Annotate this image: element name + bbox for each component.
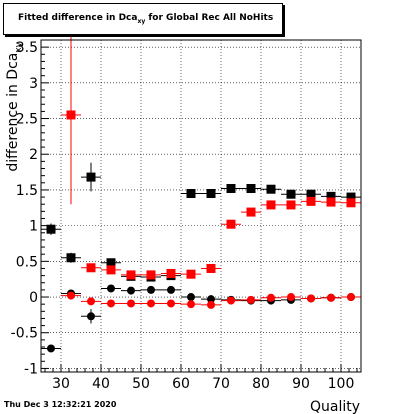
timestamp-footer: Thu Dec 3 12:32:21 2020 [4,400,117,409]
data-point-circle [87,312,95,321]
series-3 [61,291,361,309]
data-point-square [286,189,296,199]
data-point-square [66,253,76,263]
x-tick-label: 30 [52,376,70,392]
data-point-square [326,197,336,207]
y-tick-label: 1.5 [16,183,38,199]
x-tick-label: 80 [252,376,270,392]
data-point-circle [287,293,295,302]
chart-title: Fitted difference in Dcaxy for Global Re… [4,13,273,25]
plot-frame [40,39,362,373]
data-point-circle [47,344,55,353]
data-point-circle [87,297,95,306]
data-point-square [106,265,116,275]
data-point-square [86,263,96,273]
data-point-square [186,189,196,199]
y-tick-label: -1 [24,361,38,377]
data-point-circle [187,293,195,302]
y-tick-label: 2 [29,147,38,163]
data-point-square [126,270,136,280]
x-tick-label: 60 [172,376,190,392]
data-point-circle [167,285,175,294]
title-box: Fitted difference in Dcaxy for Global Re… [3,3,283,35]
x-tick-label: 40 [92,376,110,392]
data-point-circle [167,299,175,308]
data-point-circle [147,299,155,308]
data-point-circle [207,295,215,304]
data-point-circle [107,284,115,293]
data-point-circle [267,293,275,302]
data-point-square [346,192,356,202]
title-suffix: for Global Rec All NoHits [145,13,274,24]
data-point-square [306,196,316,206]
data-point-square [246,207,256,217]
data-point-circle [67,291,75,300]
data-point-circle [207,300,215,309]
y-tick-label: -0.5 [11,326,38,342]
x-tick-label: 50 [132,376,150,392]
data-point-square [326,191,336,201]
y-tick-label: 3.5 [16,40,38,56]
data-point-square [346,198,356,208]
data-point-square [286,200,296,210]
y-tick-label: 1 [29,219,38,235]
series-1 [61,25,361,280]
data-point-circle [327,293,335,302]
data-point-square [306,189,316,199]
data-point-circle [187,300,195,309]
data-point-circle [127,286,135,295]
tick-layer: 30 40 50 60 70 80 90 100 -1 -0.5 0 0.5 1 1.5 2 2.5 3 3.5 [11,40,358,392]
x-tick-label: 100 [328,376,355,392]
data-point-square [46,224,56,234]
y-tick-label: 0.5 [16,254,38,270]
data-point-circle [347,293,355,302]
grid-layer [41,40,361,372]
y-axis-title: difference in Dcaxy [5,41,24,171]
data-point-square [86,172,96,182]
series-layer [41,25,361,353]
data-point-square [206,263,216,273]
data-point-circle [147,285,155,294]
series-2 [41,284,361,353]
y-tick-label: 0 [29,290,38,306]
x-tick-label: 90 [292,376,310,392]
y-tick-label: 2.5 [16,112,38,128]
data-point-circle [247,295,255,304]
data-point-square [266,184,276,194]
y-axis-title-subscript: xy [14,41,24,52]
y-axis-title-main: difference in Dca [5,53,21,172]
data-point-circle [307,294,315,303]
data-point-square [266,200,276,210]
data-point-square [206,189,216,199]
data-point-square [106,258,116,268]
title-subscript: xy [137,17,146,25]
data-point-circle [107,299,115,308]
title-prefix: Fitted difference in Dca [18,13,138,24]
data-point-square [66,110,76,120]
data-point-square [226,219,236,229]
data-point-circle [127,299,135,308]
data-point-circle [227,296,235,305]
x-tick-label: 70 [212,376,230,392]
data-point-square [226,184,236,194]
y-tick-label: 3 [29,76,38,92]
data-point-square [166,268,176,278]
data-point-square [246,184,256,194]
x-axis-title: Quality [310,399,360,414]
data-point-square [186,269,196,279]
data-point-square [146,270,156,280]
